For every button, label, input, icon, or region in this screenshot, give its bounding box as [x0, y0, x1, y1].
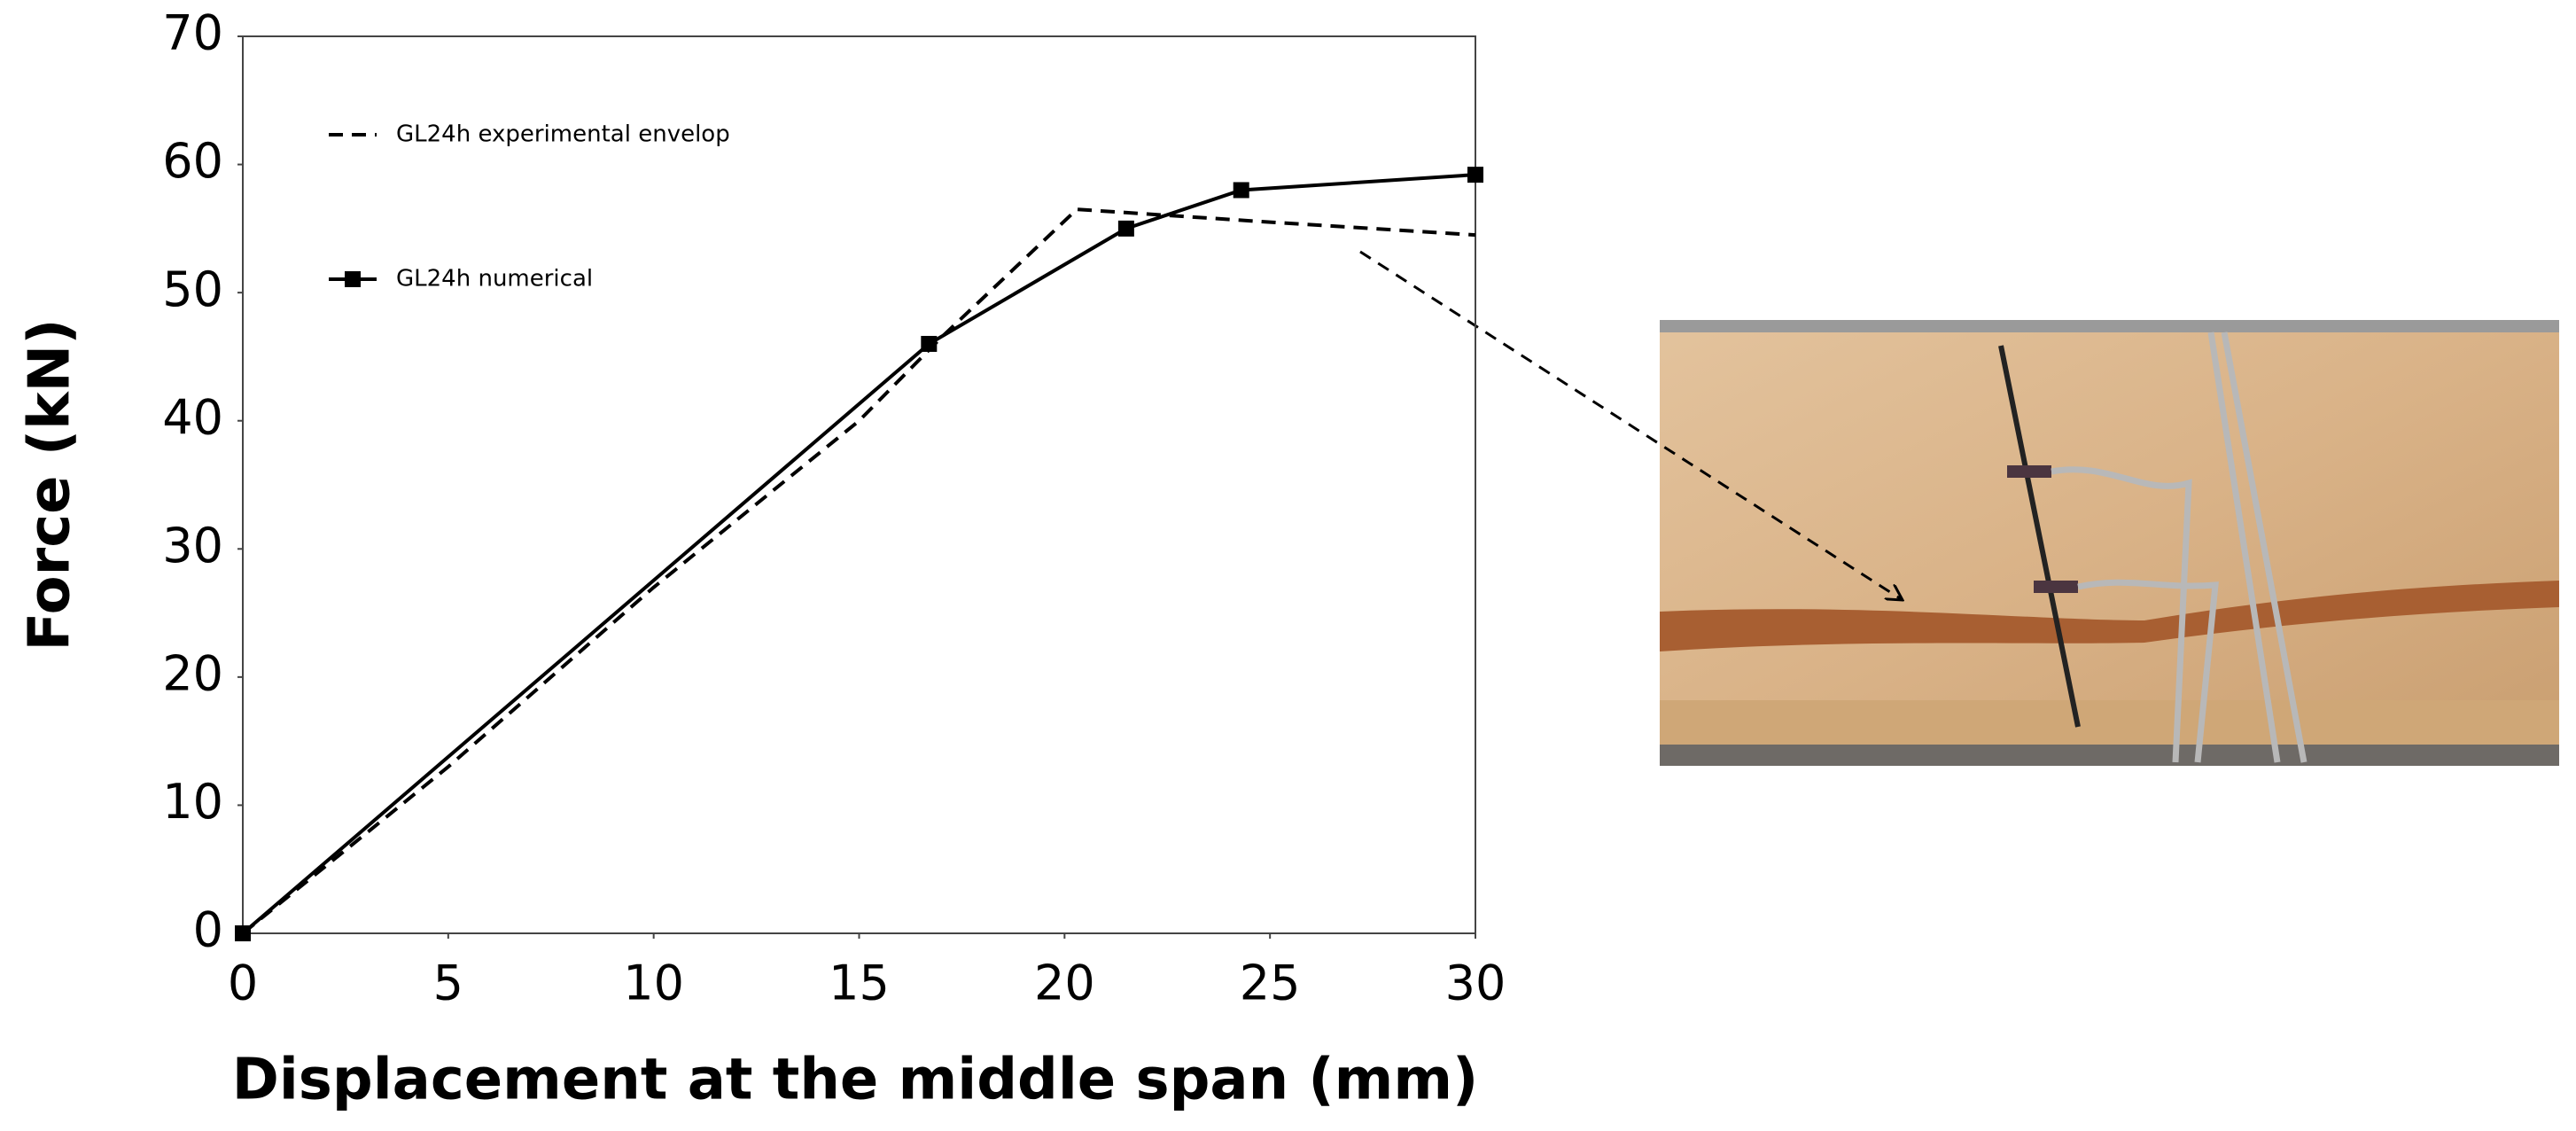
x-tick-label: 25: [1240, 956, 1301, 1011]
y-tick-label: 20: [162, 645, 223, 701]
y-tick-label: 70: [162, 5, 223, 61]
series-marker: [1233, 182, 1249, 199]
legend-label: GL24h experimental envelop: [396, 121, 730, 148]
x-tick-label: 15: [829, 956, 890, 1011]
y-tick-label: 40: [162, 389, 223, 445]
y-tick-label: 60: [162, 133, 223, 189]
legend-label: GL24h numerical: [396, 266, 593, 292]
series-marker: [1117, 220, 1134, 237]
legend-marker: [345, 271, 361, 287]
plot-frame: [242, 35, 1476, 934]
series-marker: [235, 925, 251, 941]
y-tick-label: 30: [162, 518, 223, 573]
x-tick-label: 0: [228, 956, 258, 1011]
y-tick-label: 10: [162, 774, 223, 830]
series-line: [241, 207, 1476, 935]
x-tick-label: 20: [1034, 956, 1095, 1011]
y-tick-label: 0: [193, 902, 223, 958]
annotation-arrow: [1359, 250, 1903, 600]
x-tick-label: 30: [1445, 956, 1506, 1011]
series-marker: [1467, 167, 1483, 183]
x-axis-title: Displacement at the middle span (mm): [232, 1048, 1479, 1113]
x-tick-label: 10: [623, 956, 684, 1011]
series-marker: [921, 335, 938, 352]
beam-photo: [1660, 320, 2559, 766]
y-axis-title: Force (kN): [18, 319, 83, 651]
y-tick-label: 50: [162, 261, 223, 317]
x-tick-label: 5: [433, 956, 463, 1011]
